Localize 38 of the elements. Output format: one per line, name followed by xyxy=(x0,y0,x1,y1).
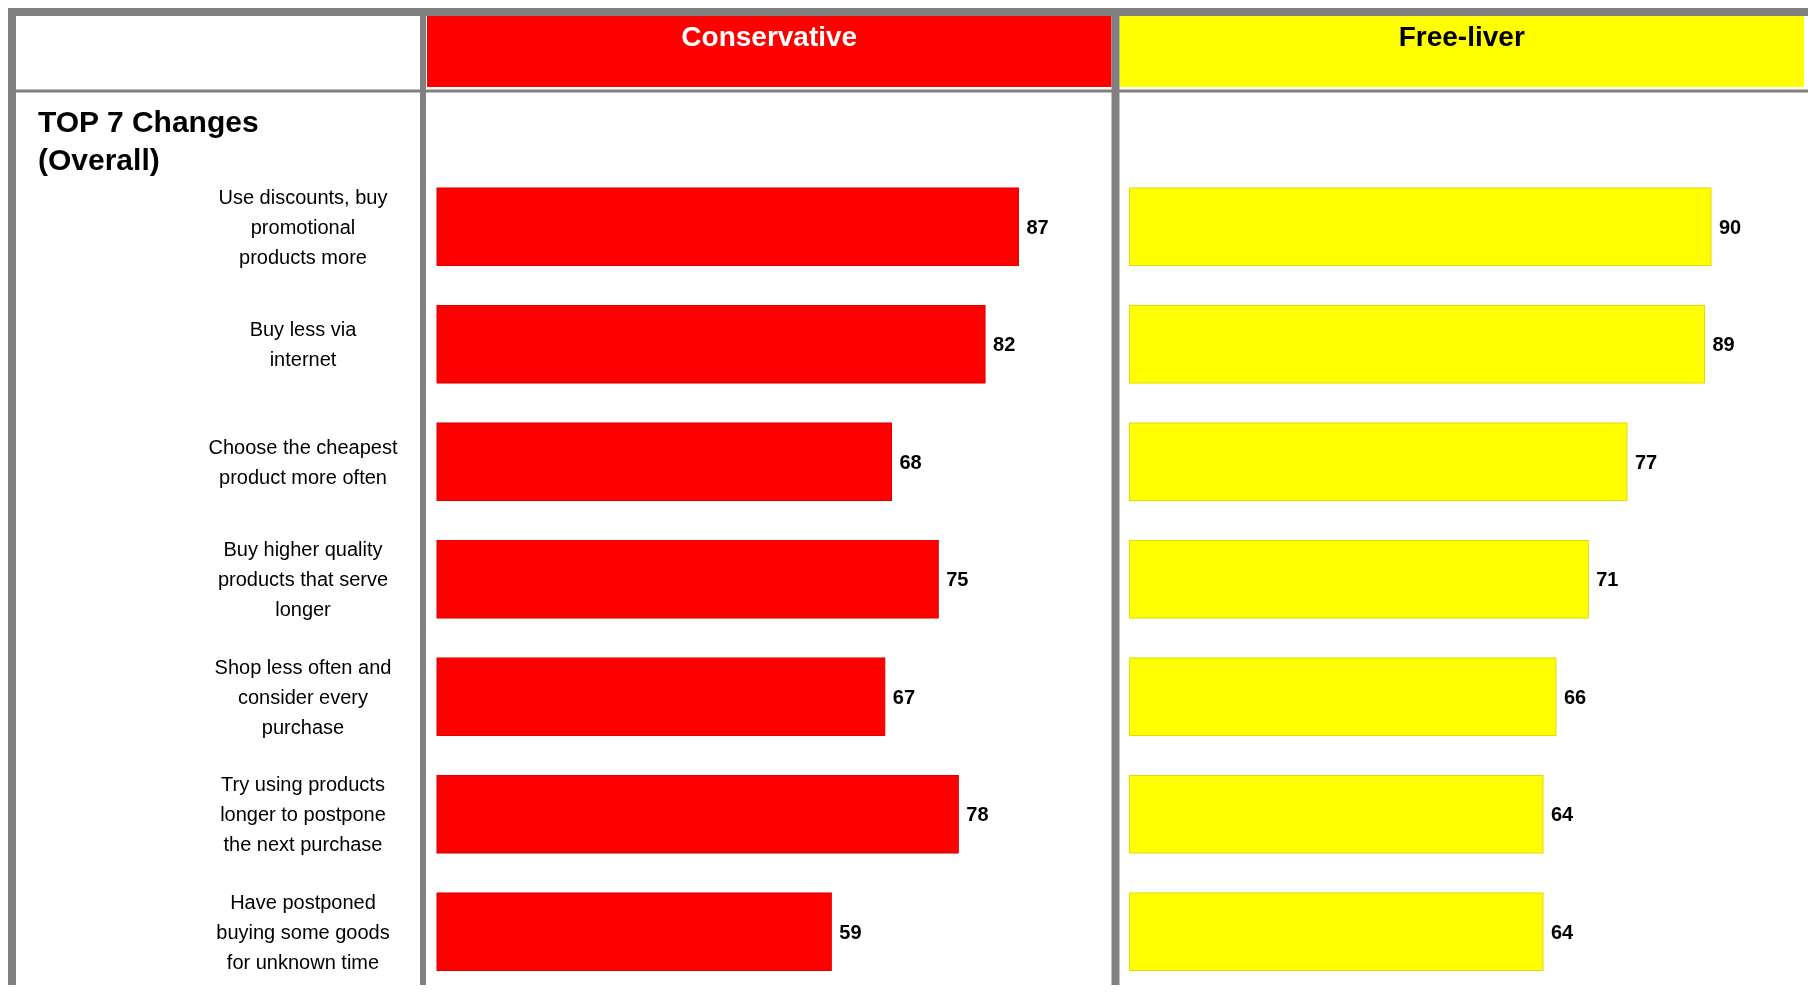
data-label: 90 xyxy=(1718,215,1742,238)
data-label: 71 xyxy=(1596,568,1619,591)
data-label: 87 xyxy=(1026,215,1049,238)
bar xyxy=(1129,774,1544,854)
bar xyxy=(436,657,886,737)
bar xyxy=(436,187,1019,267)
bar xyxy=(1129,187,1712,267)
data-label: 66 xyxy=(1563,685,1587,708)
bar xyxy=(1129,539,1589,619)
chart-title: Conservative xyxy=(681,21,858,52)
data-label: 64 xyxy=(1550,803,1575,826)
bar xyxy=(436,774,959,854)
bar xyxy=(1129,657,1557,737)
bar xyxy=(436,539,939,619)
data-label: 78 xyxy=(966,803,989,826)
data-label: 67 xyxy=(892,685,916,708)
bar xyxy=(436,892,832,972)
data-label: 82 xyxy=(993,333,1016,356)
data-label: 89 xyxy=(1712,333,1735,356)
y-tick-label: Buy less via internet xyxy=(249,318,358,371)
bar xyxy=(1129,892,1544,972)
data-label: 59 xyxy=(839,920,862,943)
y-axis-title: TOP 7 Changes (Overall) xyxy=(38,105,259,176)
data-label: 64 xyxy=(1550,920,1575,943)
y-tick-label: Shop less often and consider every purchase xyxy=(214,655,392,738)
data-label: 68 xyxy=(899,450,922,473)
chart-title: Free-liver xyxy=(1398,21,1525,52)
bar xyxy=(1129,422,1628,502)
data-label: 75 xyxy=(946,568,969,591)
y-tick-label: Choose the cheapest product more often xyxy=(208,435,398,488)
y-tick-label: Have postponed buying some goods for unknown time xyxy=(216,890,390,973)
y-tick-label: Try using products longer to postpone the next purchase xyxy=(220,773,386,856)
y-tick-label: Use discounts, buy promotional products more xyxy=(218,185,388,268)
bar xyxy=(1129,304,1706,384)
bar xyxy=(436,422,892,502)
y-tick-label: Buy higher quality products that serve longer xyxy=(217,538,389,621)
data-label: 77 xyxy=(1634,450,1658,473)
bar xyxy=(436,304,986,384)
